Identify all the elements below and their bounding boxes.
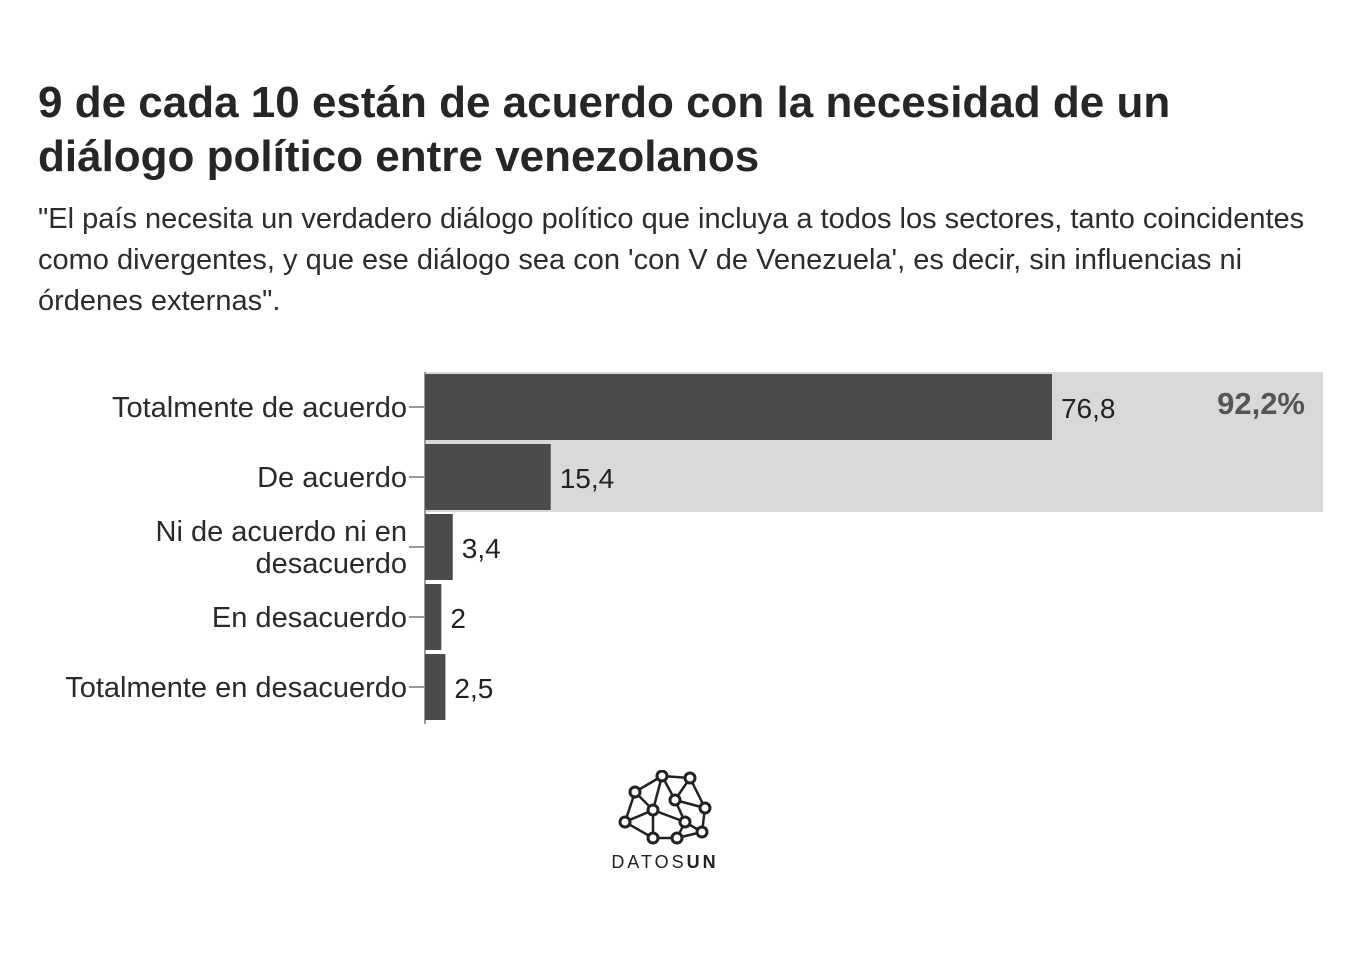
brand-wordmark: DATOSUN <box>580 852 750 873</box>
category-label-line: Totalmente de acuerdo <box>112 392 407 424</box>
bar <box>425 444 551 510</box>
brand-text-light: DATOS <box>611 852 687 872</box>
value-label: 2,5 <box>454 673 493 704</box>
category-label-line: Totalmente en desacuerdo <box>65 672 407 704</box>
bar-chart: Totalmente de acuerdo 76,8 De acuerdo 15,4 N… <box>65 372 1323 724</box>
category-label-line: De acuerdo <box>257 462 407 494</box>
bar <box>425 654 446 720</box>
brand-text-bold: UN <box>686 852 719 872</box>
value-label: 76,8 <box>1061 393 1116 424</box>
value-label: 2 <box>450 603 466 634</box>
category-label: En desacuerdo <box>212 602 407 634</box>
bar <box>425 374 1052 440</box>
value-label: 3,4 <box>462 533 501 564</box>
highlight-total-label: 92,2% <box>1217 386 1305 421</box>
chart-subtitle: "El país necesita un verdadero diálogo p… <box>38 203 1305 317</box>
category-label: Ni de acuerdo ni en desacuerdo <box>156 516 408 580</box>
category-label: Totalmente en desacuerdo <box>65 672 407 704</box>
network-logo-icon <box>618 770 712 845</box>
chart-title: 9 de cada 10 están de acuerdo con la nec… <box>38 78 1171 181</box>
category-label: De acuerdo <box>257 462 407 494</box>
bar <box>425 584 442 650</box>
value-label: 15,4 <box>560 463 615 494</box>
category-label-line: En desacuerdo <box>212 602 407 634</box>
category-label-line: Ni de acuerdo ni en <box>156 516 408 548</box>
category-label-line: desacuerdo <box>255 548 407 580</box>
category-label: Totalmente de acuerdo <box>112 392 407 424</box>
bar <box>425 514 453 580</box>
